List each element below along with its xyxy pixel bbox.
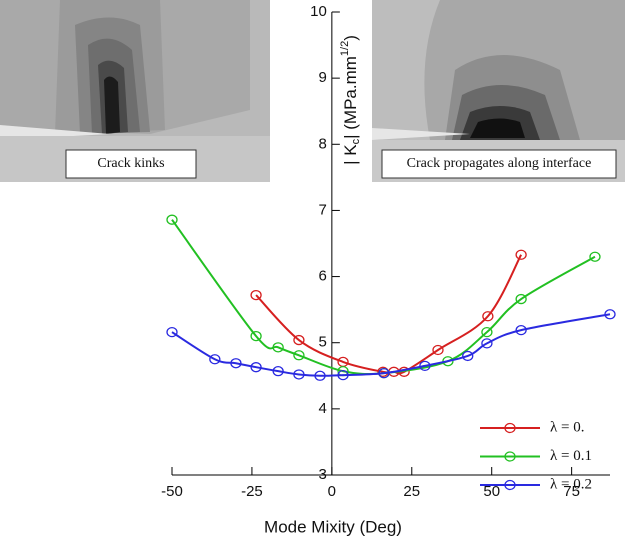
data-point <box>314 370 326 381</box>
data-point <box>250 289 262 301</box>
legend-label: λ = 0.1 <box>550 448 592 464</box>
data-point <box>293 350 305 361</box>
data-point <box>515 249 527 260</box>
data-point <box>481 326 493 338</box>
y-label-sub: c <box>350 138 362 144</box>
y-label-part: | (MPa.mm <box>341 56 360 139</box>
y-label-part: | K <box>341 144 360 165</box>
data-point <box>482 311 494 322</box>
y-tick-label: 5 <box>319 334 327 351</box>
data-point <box>481 338 493 349</box>
data-point <box>166 326 178 338</box>
data-point <box>230 358 242 369</box>
y-tick-label: 6 <box>319 268 327 285</box>
data-point <box>272 366 284 377</box>
legend-marker <box>504 451 516 462</box>
data-point <box>515 324 527 336</box>
legend-marker <box>504 479 516 491</box>
x-tick-label: 75 <box>563 483 580 500</box>
data-point <box>250 330 262 342</box>
data-point <box>432 344 444 356</box>
series-line <box>255 254 523 375</box>
x-tick-label: 0 <box>328 483 336 500</box>
data-point <box>378 367 390 379</box>
y-label-sup: 1/2 <box>339 41 351 56</box>
legend-label: λ = 0. <box>550 419 584 435</box>
y-tick-label: 8 <box>319 135 327 152</box>
y-tick-label: 9 <box>319 69 327 86</box>
legend-label: λ = 0.2 <box>550 476 592 492</box>
x-tick-label: -50 <box>161 483 183 500</box>
x-axis-label: Mode Mixity (Deg) <box>264 517 402 536</box>
data-point <box>166 214 178 225</box>
inset-right: Crack propagates along interface <box>372 0 625 182</box>
y-label-part: ) <box>341 35 360 41</box>
data-point <box>604 309 616 320</box>
x-tick-label: 25 <box>403 483 420 500</box>
y-tick-label: 10 <box>310 3 327 20</box>
y-tick-label: 7 <box>319 201 327 218</box>
inset-caption: Crack kinks <box>97 156 164 171</box>
data-point <box>293 334 305 346</box>
inset-caption: Crack propagates along interface <box>407 156 592 171</box>
data-point <box>272 342 284 353</box>
data-point <box>515 293 527 305</box>
legend-marker <box>504 422 516 434</box>
y-tick-label: 3 <box>319 466 327 483</box>
data-point <box>462 350 474 362</box>
data-point <box>209 354 221 365</box>
x-tick-label: -25 <box>241 483 263 500</box>
series-line <box>171 313 611 377</box>
x-tick-label: 50 <box>483 483 500 500</box>
data-point <box>250 362 262 373</box>
data-point <box>337 369 349 381</box>
y-axis-label: | Kc| (MPa.mm1/2) <box>339 35 362 165</box>
inset-left: Crack kinks <box>0 0 270 182</box>
series-line <box>171 219 596 376</box>
y-tick-label: 4 <box>319 400 327 417</box>
data-point <box>293 369 305 380</box>
data-point <box>589 251 601 262</box>
data-point <box>419 360 431 372</box>
